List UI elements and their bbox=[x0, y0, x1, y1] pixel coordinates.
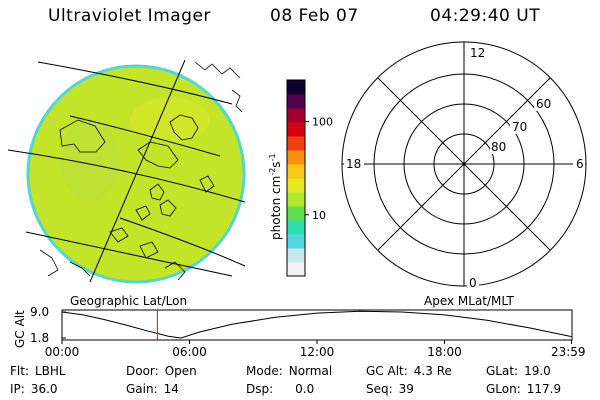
mlt-label-6: 6 bbox=[576, 157, 584, 171]
polar-diagonal-2 bbox=[377, 77, 551, 251]
time-label: 04:29:40 UT bbox=[430, 6, 541, 26]
time-tick-label: 06:00 bbox=[172, 345, 207, 359]
colorbar-band bbox=[287, 108, 305, 123]
geographic-caption: Geographic Lat/Lon bbox=[70, 294, 187, 308]
altitude-tick-label: 9.0 bbox=[30, 305, 49, 319]
colorbar-band bbox=[287, 150, 305, 165]
mlt-label-0: 0 bbox=[469, 276, 477, 290]
colorbar-frame bbox=[286, 79, 306, 277]
colorbar-band bbox=[287, 248, 305, 263]
colorbar-tick-label: 100 bbox=[312, 116, 333, 129]
colorbar-band bbox=[287, 94, 305, 109]
altitude-plot-frame bbox=[61, 309, 573, 341]
info-flt: Flt: LBHL bbox=[10, 364, 66, 378]
colorbar-band bbox=[287, 234, 305, 249]
instrument-title: Ultraviolet Imager bbox=[48, 6, 211, 26]
info-door: Door: Open bbox=[126, 364, 197, 378]
colorbar-tick-label: 10 bbox=[312, 209, 326, 222]
mlat-label-60: 60 bbox=[536, 97, 551, 111]
altitude-plot: GC Alt 9.0 1.8 00:00 06:00 12:00 18:00 23:59 bbox=[13, 305, 586, 359]
colorbar-band bbox=[287, 206, 305, 221]
apex-caption: Apex MLat/MLT bbox=[424, 294, 514, 308]
colorbar-band bbox=[287, 192, 305, 207]
colorbar-band bbox=[287, 164, 305, 179]
info-gc-alt: GC Alt: 4.3 Re bbox=[366, 364, 452, 378]
info-seq: Seq: 39 bbox=[366, 382, 414, 396]
mlat-label-80: 80 bbox=[491, 140, 506, 154]
info-glat: GLat: 19.0 bbox=[486, 364, 551, 378]
date-label: 08 Feb 07 bbox=[270, 6, 359, 26]
uv-image-panel bbox=[7, 59, 246, 284]
info-glon: GLon: 117.9 bbox=[486, 382, 562, 396]
geo-grid-lines bbox=[7, 59, 246, 283]
colorbar-band bbox=[287, 262, 305, 277]
colorbar-band bbox=[287, 136, 305, 151]
coastlines bbox=[39, 61, 243, 281]
time-tick-label: 18:00 bbox=[427, 345, 462, 359]
altitude-axis-label: GC Alt bbox=[13, 310, 27, 348]
info-gain: Gain: 14 bbox=[126, 382, 179, 396]
mlt-label-12: 12 bbox=[470, 46, 485, 60]
colorbar-band bbox=[287, 80, 305, 95]
colorbar-band bbox=[287, 220, 305, 235]
mlt-label-18: 18 bbox=[346, 157, 361, 171]
info-dsp: Dsp: 0.0 bbox=[246, 382, 315, 396]
colorbar-band bbox=[287, 122, 305, 137]
colorbar: 100 10 photon cm-2s-1 bbox=[268, 79, 333, 277]
info-mode: Mode: Normal bbox=[246, 364, 333, 378]
mlat-label-70: 70 bbox=[512, 120, 527, 134]
orbit-altitude-curve bbox=[61, 310, 572, 339]
altitude-tick-label: 1.8 bbox=[30, 331, 49, 345]
dim-region bbox=[60, 120, 120, 200]
colorbar-unit-label: photon cm-2s-1 bbox=[268, 153, 283, 240]
bright-region bbox=[130, 98, 210, 142]
polar-plot bbox=[341, 41, 587, 287]
colorbar-band bbox=[287, 178, 305, 193]
info-ip: IP: 36.0 bbox=[10, 382, 58, 396]
time-tick-label: 12:00 bbox=[300, 345, 335, 359]
time-tick-label: 00:00 bbox=[45, 345, 80, 359]
time-tick-label: 23:59 bbox=[551, 345, 586, 359]
